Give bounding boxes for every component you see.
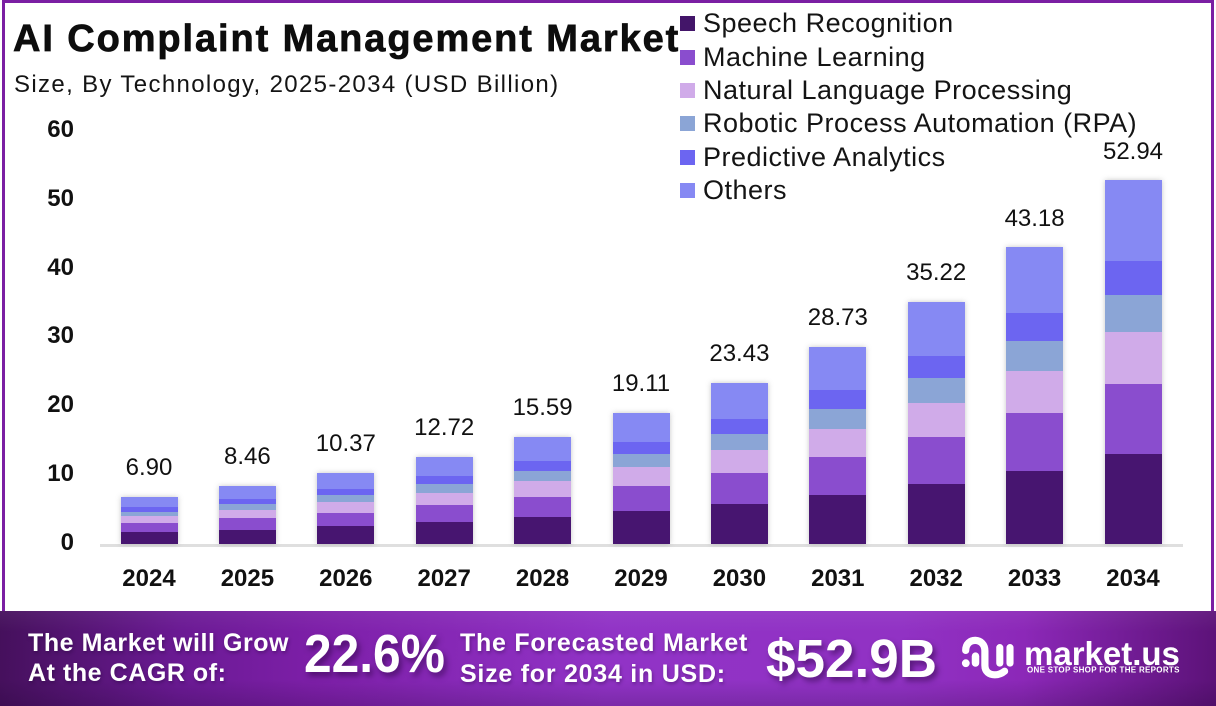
svg-text:market.us: market.us (1024, 635, 1180, 672)
svg-text:ONE STOP SHOP FOR THE REPORTS: ONE STOP SHOP FOR THE REPORTS (1027, 666, 1180, 675)
